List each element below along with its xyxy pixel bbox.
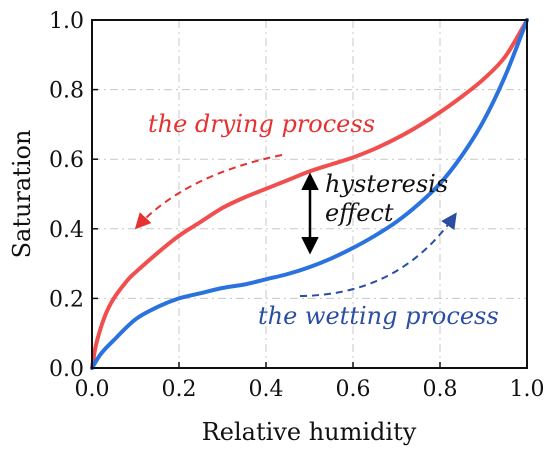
y-axis-label: Saturation — [8, 130, 36, 259]
series-line-0 — [90, 18, 529, 370]
y-tick-label: 1.0 — [49, 9, 84, 34]
ticks: 0.0 0.2 0.4 0.6 0.8 1.0 0.0 0.2 0.4 0.6 0.8 1.0 — [49, 9, 545, 402]
series-layer — [90, 18, 529, 370]
x-tick-label: 0.2 — [162, 377, 197, 402]
y-tick-label: 0.2 — [49, 287, 84, 312]
drying-process-label: the drying process — [148, 110, 375, 138]
wetting-process-label: the wetting process — [258, 302, 499, 330]
y-tick-label: 0.8 — [49, 79, 84, 104]
x-tick-label: 0.6 — [336, 377, 371, 402]
x-axis-label: Relative humidity — [202, 418, 417, 446]
y-tick-label: 0.4 — [49, 218, 84, 243]
effect-label: effect — [325, 199, 394, 227]
y-tick-label: 0.6 — [49, 148, 84, 173]
series-line-1 — [90, 18, 529, 370]
x-tick-label: 0.8 — [423, 377, 458, 402]
x-tick-label: 0.4 — [249, 377, 284, 402]
x-tick-label: 1.0 — [510, 377, 545, 402]
plot-frame — [91, 19, 528, 369]
hysteresis-label: hysteresis — [325, 170, 448, 198]
y-tick-label: 0.0 — [49, 357, 84, 382]
wetting-arrow — [299, 212, 457, 297]
drying-arrow — [134, 154, 283, 230]
x-tick-label: 0.0 — [75, 377, 110, 402]
